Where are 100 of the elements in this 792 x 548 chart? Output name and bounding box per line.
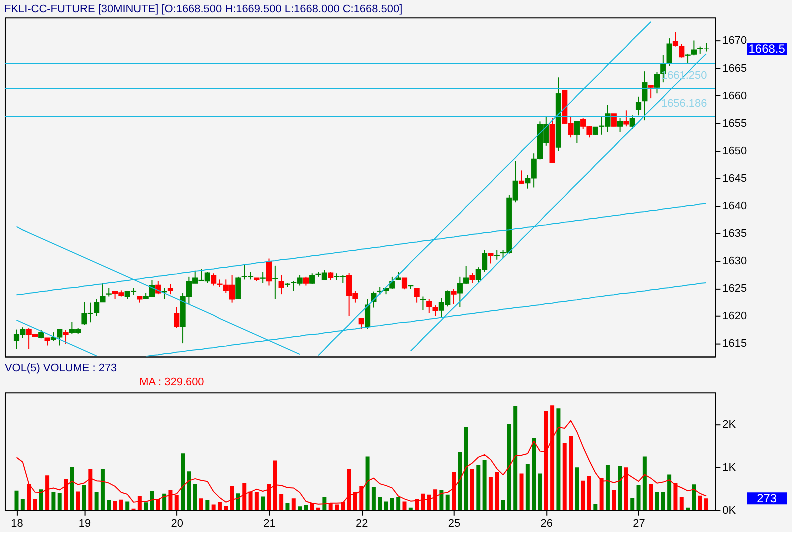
candlestick — [654, 72, 660, 94]
x-tick-label: 21 — [264, 518, 276, 530]
bar — [636, 486, 641, 510]
y-tick-label: 1655 — [722, 118, 748, 130]
bar — [440, 490, 444, 510]
bar — [630, 498, 635, 510]
candlestick — [642, 71, 648, 122]
bar — [144, 502, 148, 510]
y-tick-label: 1660 — [722, 90, 748, 102]
bar — [107, 500, 112, 510]
candlestick — [358, 318, 364, 330]
bar — [100, 469, 105, 510]
x-tick-label: 20 — [171, 518, 184, 530]
candlestick — [636, 96, 642, 116]
candlestick — [611, 113, 617, 128]
bar — [482, 460, 487, 510]
candlestick — [420, 296, 426, 312]
bar — [193, 484, 198, 510]
candlestick — [672, 32, 679, 48]
candlestick — [211, 273, 217, 286]
candlestick — [574, 121, 580, 144]
candlestick — [432, 305, 438, 317]
x-tick-label: 19 — [78, 518, 92, 530]
bar — [680, 497, 684, 510]
candlestick — [272, 265, 278, 300]
bar — [569, 436, 574, 510]
bar — [20, 500, 25, 510]
y-tick-label: 1650 — [722, 145, 748, 158]
y-tick-label: 1665 — [722, 62, 748, 75]
line-series — [16, 320, 98, 357]
bar — [33, 500, 38, 510]
chart-title: FKLI-CC-FUTURE [30MINUTE] [O:1668.500 H:1669.500 L:1668.000 C:1668.500] — [4, 4, 403, 16]
bar — [446, 494, 450, 510]
candlestick — [679, 44, 685, 58]
bar — [94, 492, 99, 510]
y-tick-label: 1K — [722, 462, 737, 474]
bar — [661, 492, 666, 510]
bar — [556, 408, 561, 510]
text: MA : 329.600 — [140, 376, 204, 389]
bar — [507, 424, 512, 510]
bar — [280, 494, 284, 510]
bar — [470, 469, 474, 510]
bar — [76, 492, 80, 510]
bar — [286, 504, 290, 510]
bar — [575, 468, 580, 510]
candlestick — [518, 170, 525, 185]
bar — [704, 498, 709, 510]
bar — [113, 501, 118, 510]
candlestick — [266, 258, 272, 286]
x-tick-label: 27 — [633, 518, 646, 530]
y-tick-label: 1645 — [722, 172, 748, 185]
candlestick — [666, 38, 672, 67]
candlestick — [648, 84, 654, 100]
x-tick-label: 25 — [448, 518, 461, 530]
bar — [298, 506, 302, 510]
candlestick — [217, 279, 223, 288]
bar — [458, 452, 462, 510]
bar — [70, 466, 74, 510]
candlestick — [426, 299, 432, 314]
bar — [514, 406, 518, 510]
text: 273 — [757, 492, 778, 506]
bar — [501, 500, 506, 510]
candlestick — [617, 118, 624, 133]
bar — [588, 476, 592, 510]
bar — [200, 498, 204, 510]
text: 1668.5 — [748, 42, 786, 56]
bar — [594, 504, 598, 510]
bar — [292, 498, 296, 510]
x-tick-label: 18 — [11, 518, 24, 530]
candlestick — [414, 288, 420, 304]
bar — [162, 494, 167, 510]
candlestick — [488, 253, 494, 264]
bar — [206, 500, 210, 510]
bar — [372, 487, 376, 510]
bar — [642, 456, 647, 510]
y-tick-label: 1670 — [722, 35, 748, 48]
bar — [58, 493, 62, 510]
candlestick — [168, 284, 174, 296]
bar — [212, 504, 216, 510]
candlestick — [402, 278, 408, 290]
candlestick — [470, 272, 476, 284]
bar — [532, 438, 536, 510]
ref-line-label: 1656.186 — [661, 98, 708, 110]
y-tick-label: 1630 — [722, 255, 748, 268]
bar — [218, 502, 222, 510]
bar — [606, 465, 610, 510]
bar — [119, 500, 124, 510]
y-tick-label: 1625 — [722, 282, 748, 295]
bar — [390, 498, 394, 510]
bar — [538, 474, 542, 510]
candlestick — [260, 271, 266, 284]
bar — [150, 491, 154, 510]
x-tick-label: 22 — [356, 518, 368, 530]
bar — [181, 454, 186, 510]
y-tick-label: 1640 — [722, 200, 748, 212]
bar — [649, 484, 654, 510]
bar — [488, 477, 493, 510]
candlestick — [364, 299, 371, 330]
bar — [366, 456, 370, 510]
candlestick — [63, 330, 69, 345]
